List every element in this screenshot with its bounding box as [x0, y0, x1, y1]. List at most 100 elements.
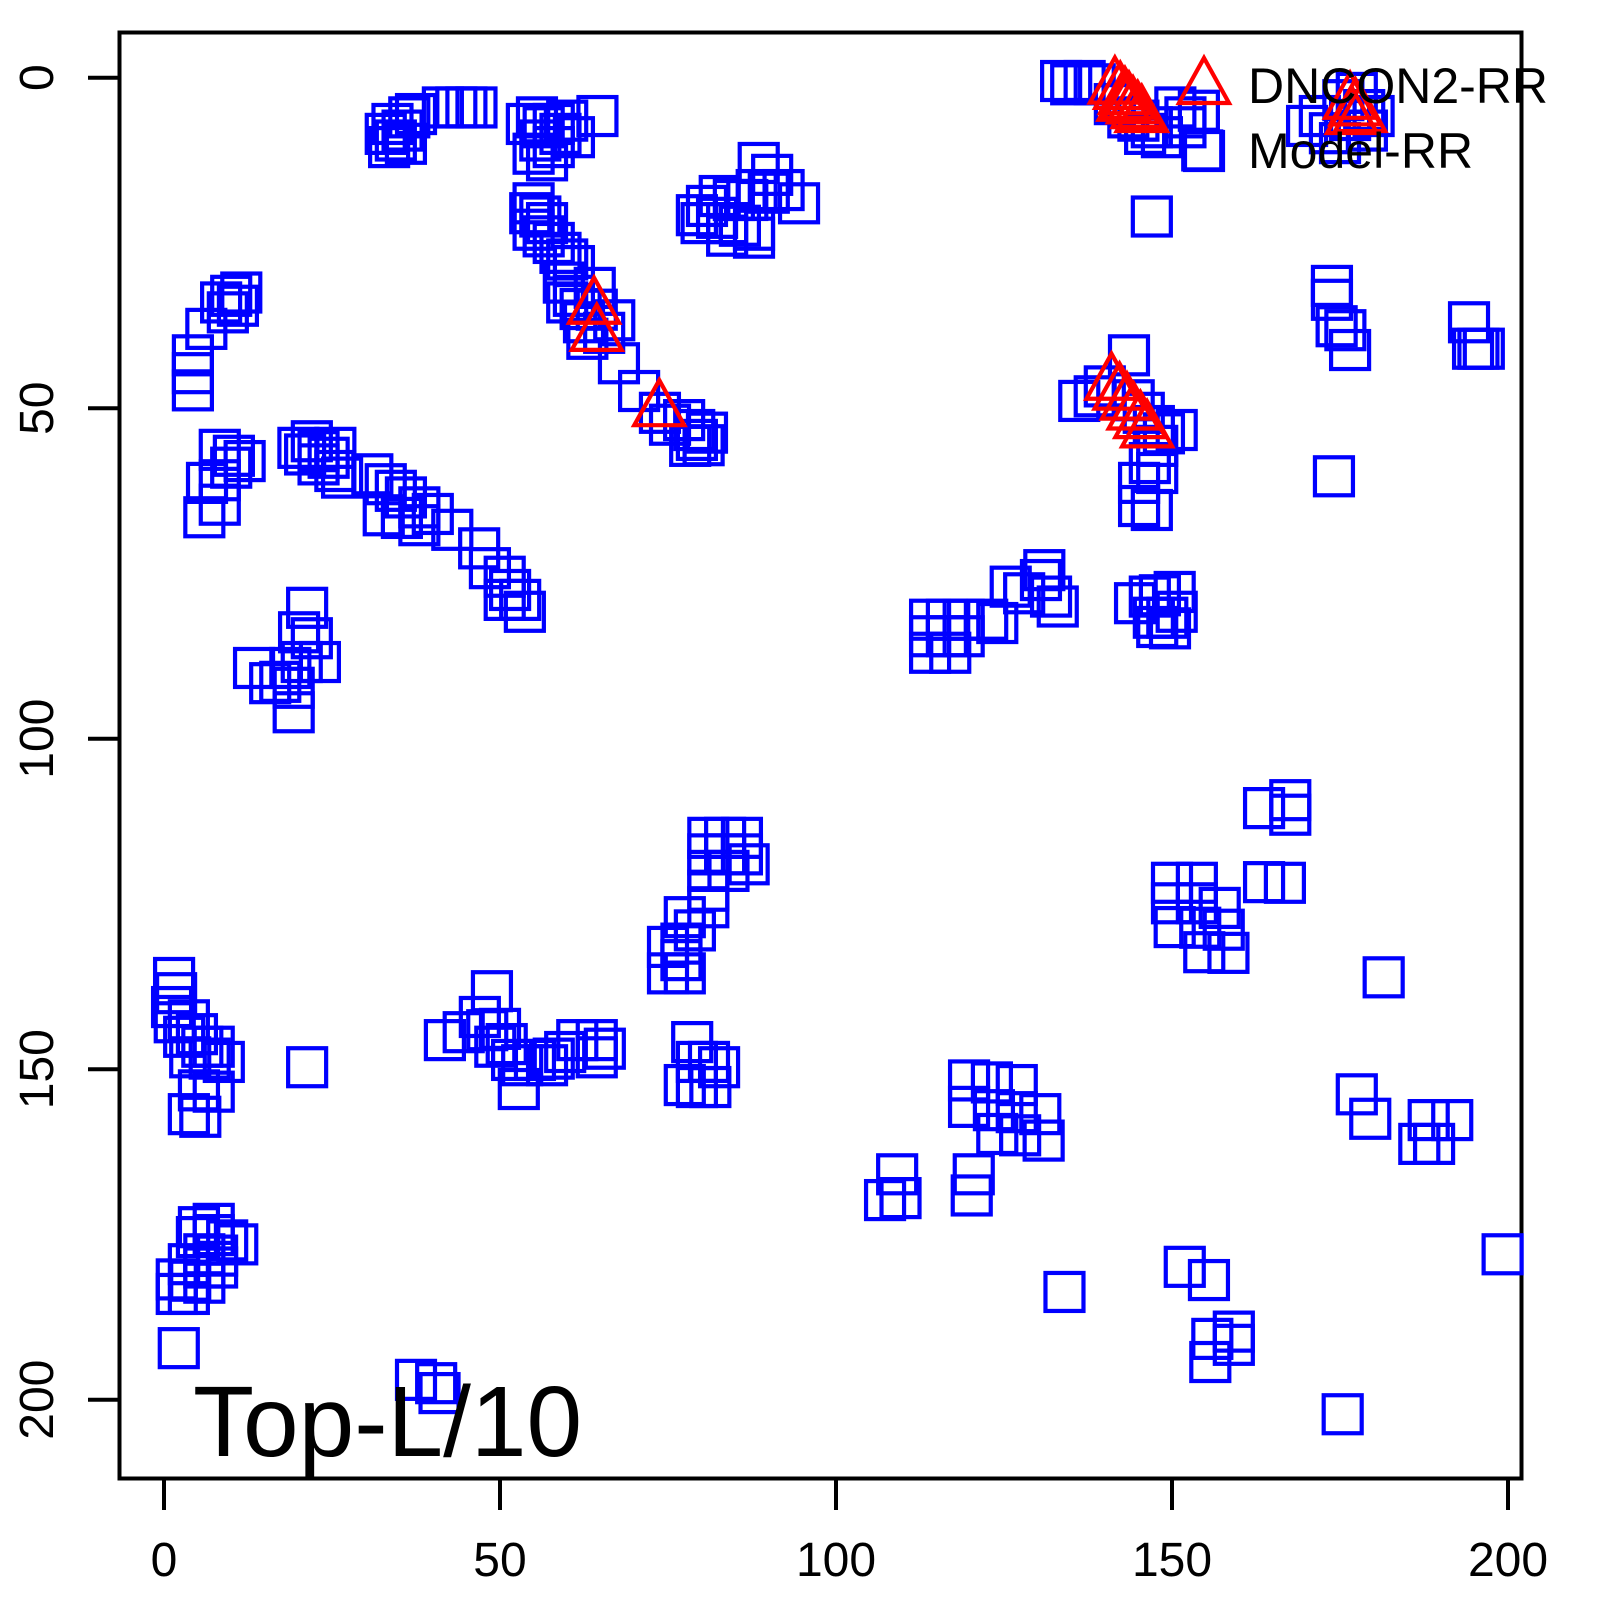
dncon2-rr-point: [1323, 83, 1381, 136]
model-rr-point: [169, 1259, 212, 1302]
dncon2-rr-point: [568, 300, 626, 352]
legend-label-dncon2-rr: DNCON2-RR: [1248, 58, 1548, 114]
model-rr-point: [970, 1061, 1014, 1104]
model-rr-point: [192, 1070, 235, 1113]
model-rr-point: [1362, 956, 1405, 999]
series-model-rr: [150, 59, 1524, 1436]
model-rr-point: [202, 1040, 245, 1084]
model-rr-point: [1191, 1317, 1234, 1360]
model-rr-point: [1179, 906, 1222, 949]
model-rr-point: [995, 1063, 1038, 1107]
model-rr-point: [272, 691, 315, 734]
model-rr-point: [1407, 1098, 1450, 1142]
model-rr-point: [455, 86, 498, 129]
model-rr-point: [374, 469, 417, 512]
model-rr-point: [1328, 328, 1372, 372]
model-rr-point: [284, 433, 327, 476]
model-rr-point: [966, 598, 1009, 641]
model-rr-point: [1138, 574, 1182, 617]
model-rr-point: [497, 1067, 540, 1111]
model-rr-point: [687, 1040, 731, 1084]
model-rr-point: [483, 578, 526, 621]
model-rr-point: [1349, 1097, 1392, 1140]
model-legend-square-icon: [1182, 129, 1226, 173]
model-rr-point: [183, 496, 226, 539]
model-rr-point: [150, 985, 194, 1029]
model-rr-point: [925, 615, 968, 658]
x-tick-label: 0: [151, 1534, 178, 1587]
model-rr-point: [1310, 264, 1354, 308]
dncon2-rr-point: [1113, 81, 1171, 134]
model-rr-point: [552, 116, 596, 159]
model-rr-point: [1117, 461, 1161, 504]
model-rr-point: [1187, 1258, 1231, 1302]
plot-border: [117, 30, 1524, 1481]
model-rr-point: [488, 568, 532, 612]
annotation-top-l10: Top-L/10: [193, 1366, 582, 1478]
model-rr-point: [1117, 484, 1161, 528]
model-rr-point: [1183, 931, 1226, 974]
model-rr-point: [929, 631, 972, 674]
model-rr-point: [509, 192, 552, 235]
dncon2-rr-point: [630, 375, 688, 428]
model-rr-point: [660, 939, 703, 982]
model-rr-point: [583, 1027, 626, 1070]
model-rr-point: [490, 1038, 534, 1082]
model-rr-point: [1163, 1245, 1206, 1288]
model-rr-point: [314, 426, 357, 469]
model-rr-point: [185, 461, 229, 504]
model-rr-point: [512, 132, 555, 175]
model-rr-point: [720, 833, 764, 876]
model-rr-point: [198, 483, 241, 526]
model-rr-point: [1447, 301, 1491, 344]
model-rr-point: [1207, 931, 1250, 974]
model-rr-point: [152, 956, 196, 1000]
model-rr-point: [175, 1013, 219, 1056]
model-rr-point: [470, 970, 514, 1013]
model-rr-point: [297, 443, 340, 486]
model-rr-point: [942, 615, 985, 658]
model-rr-point: [501, 1044, 544, 1087]
model-rr-point: [1242, 787, 1286, 830]
model-rr-point: [950, 1174, 993, 1217]
y-tick-label: 0: [11, 64, 64, 91]
model-rr-point: [539, 231, 582, 274]
model-rr-point: [718, 204, 762, 247]
model-rr-point: [195, 1246, 239, 1289]
y-axis: 0 50 100 150 200: [11, 64, 120, 1440]
model-rr-point: [384, 122, 428, 165]
model-rr-point: [1148, 607, 1192, 650]
model-rr-point: [1269, 793, 1312, 836]
model-rr-point: [1269, 779, 1312, 822]
legend-label-model-rr: Model-RR: [1248, 123, 1473, 179]
model-rr-point: [525, 139, 569, 182]
model-rr-point: [1462, 327, 1505, 370]
model-rr-point: [286, 586, 329, 629]
series-dncon2-rr: [565, 53, 1389, 449]
model-rr-point: [220, 271, 263, 314]
y-tick-label: 50: [11, 382, 64, 435]
model-rr-point: [947, 1085, 991, 1128]
model-rr-point: [675, 418, 718, 462]
model-rr-point: [646, 925, 690, 969]
model-rr-point: [1321, 1393, 1364, 1436]
model-rr-point: [210, 274, 253, 317]
model-rr-point: [663, 952, 706, 995]
model-rr-point: [1040, 59, 1083, 103]
model-rr-point: [206, 1219, 249, 1262]
model-rr-point: [575, 1036, 618, 1079]
dncon2-rr-point: [565, 273, 623, 325]
model-rr-point: [216, 284, 260, 327]
x-tick-label: 50: [473, 1534, 526, 1587]
model-rr-point: [351, 453, 394, 496]
model-rr-point: [445, 86, 488, 129]
x-tick-label: 150: [1132, 1534, 1212, 1587]
model-rr-point: [185, 307, 228, 350]
model-rr-point: [1150, 882, 1194, 925]
model-rr-point: [320, 456, 364, 499]
model-rr-point: [485, 1022, 528, 1066]
model-rr-point: [673, 909, 716, 952]
model-rr-point: [1175, 882, 1218, 925]
model-rr-point: [388, 96, 431, 139]
